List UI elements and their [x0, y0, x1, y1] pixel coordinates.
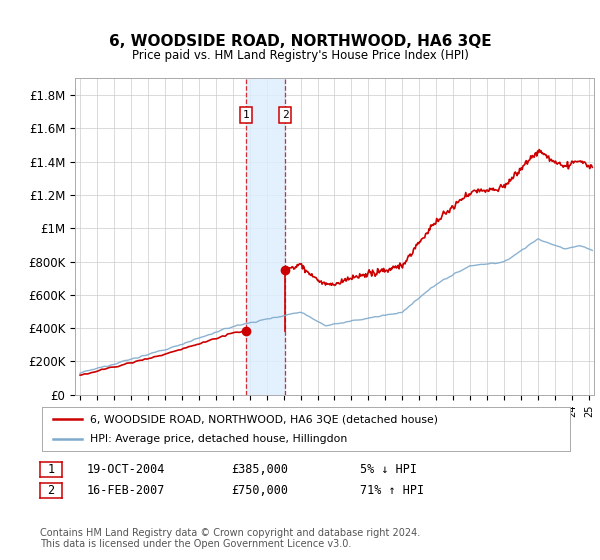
Text: 6, WOODSIDE ROAD, NORTHWOOD, HA6 3QE: 6, WOODSIDE ROAD, NORTHWOOD, HA6 3QE	[109, 35, 491, 49]
Text: 71% ↑ HPI: 71% ↑ HPI	[360, 484, 424, 497]
Text: £385,000: £385,000	[231, 463, 288, 476]
Text: Price paid vs. HM Land Registry's House Price Index (HPI): Price paid vs. HM Land Registry's House …	[131, 49, 469, 63]
Text: 5% ↓ HPI: 5% ↓ HPI	[360, 463, 417, 476]
Text: 1: 1	[243, 110, 250, 120]
Text: £750,000: £750,000	[231, 484, 288, 497]
Text: 19-OCT-2004: 19-OCT-2004	[87, 463, 166, 476]
Bar	[247, 78, 286, 395]
Text: 16-FEB-2007: 16-FEB-2007	[87, 484, 166, 497]
Text: 1: 1	[47, 463, 55, 476]
Text: 6, WOODSIDE ROAD, NORTHWOOD, HA6 3QE (detached house): 6, WOODSIDE ROAD, NORTHWOOD, HA6 3QE (de…	[89, 414, 437, 424]
Text: Contains HM Land Registry data © Crown copyright and database right 2024.
This d: Contains HM Land Registry data © Crown c…	[40, 528, 421, 549]
Text: HPI: Average price, detached house, Hillingdon: HPI: Average price, detached house, Hill…	[89, 435, 347, 445]
Text: 2: 2	[282, 110, 289, 120]
Text: 2: 2	[47, 484, 55, 497]
